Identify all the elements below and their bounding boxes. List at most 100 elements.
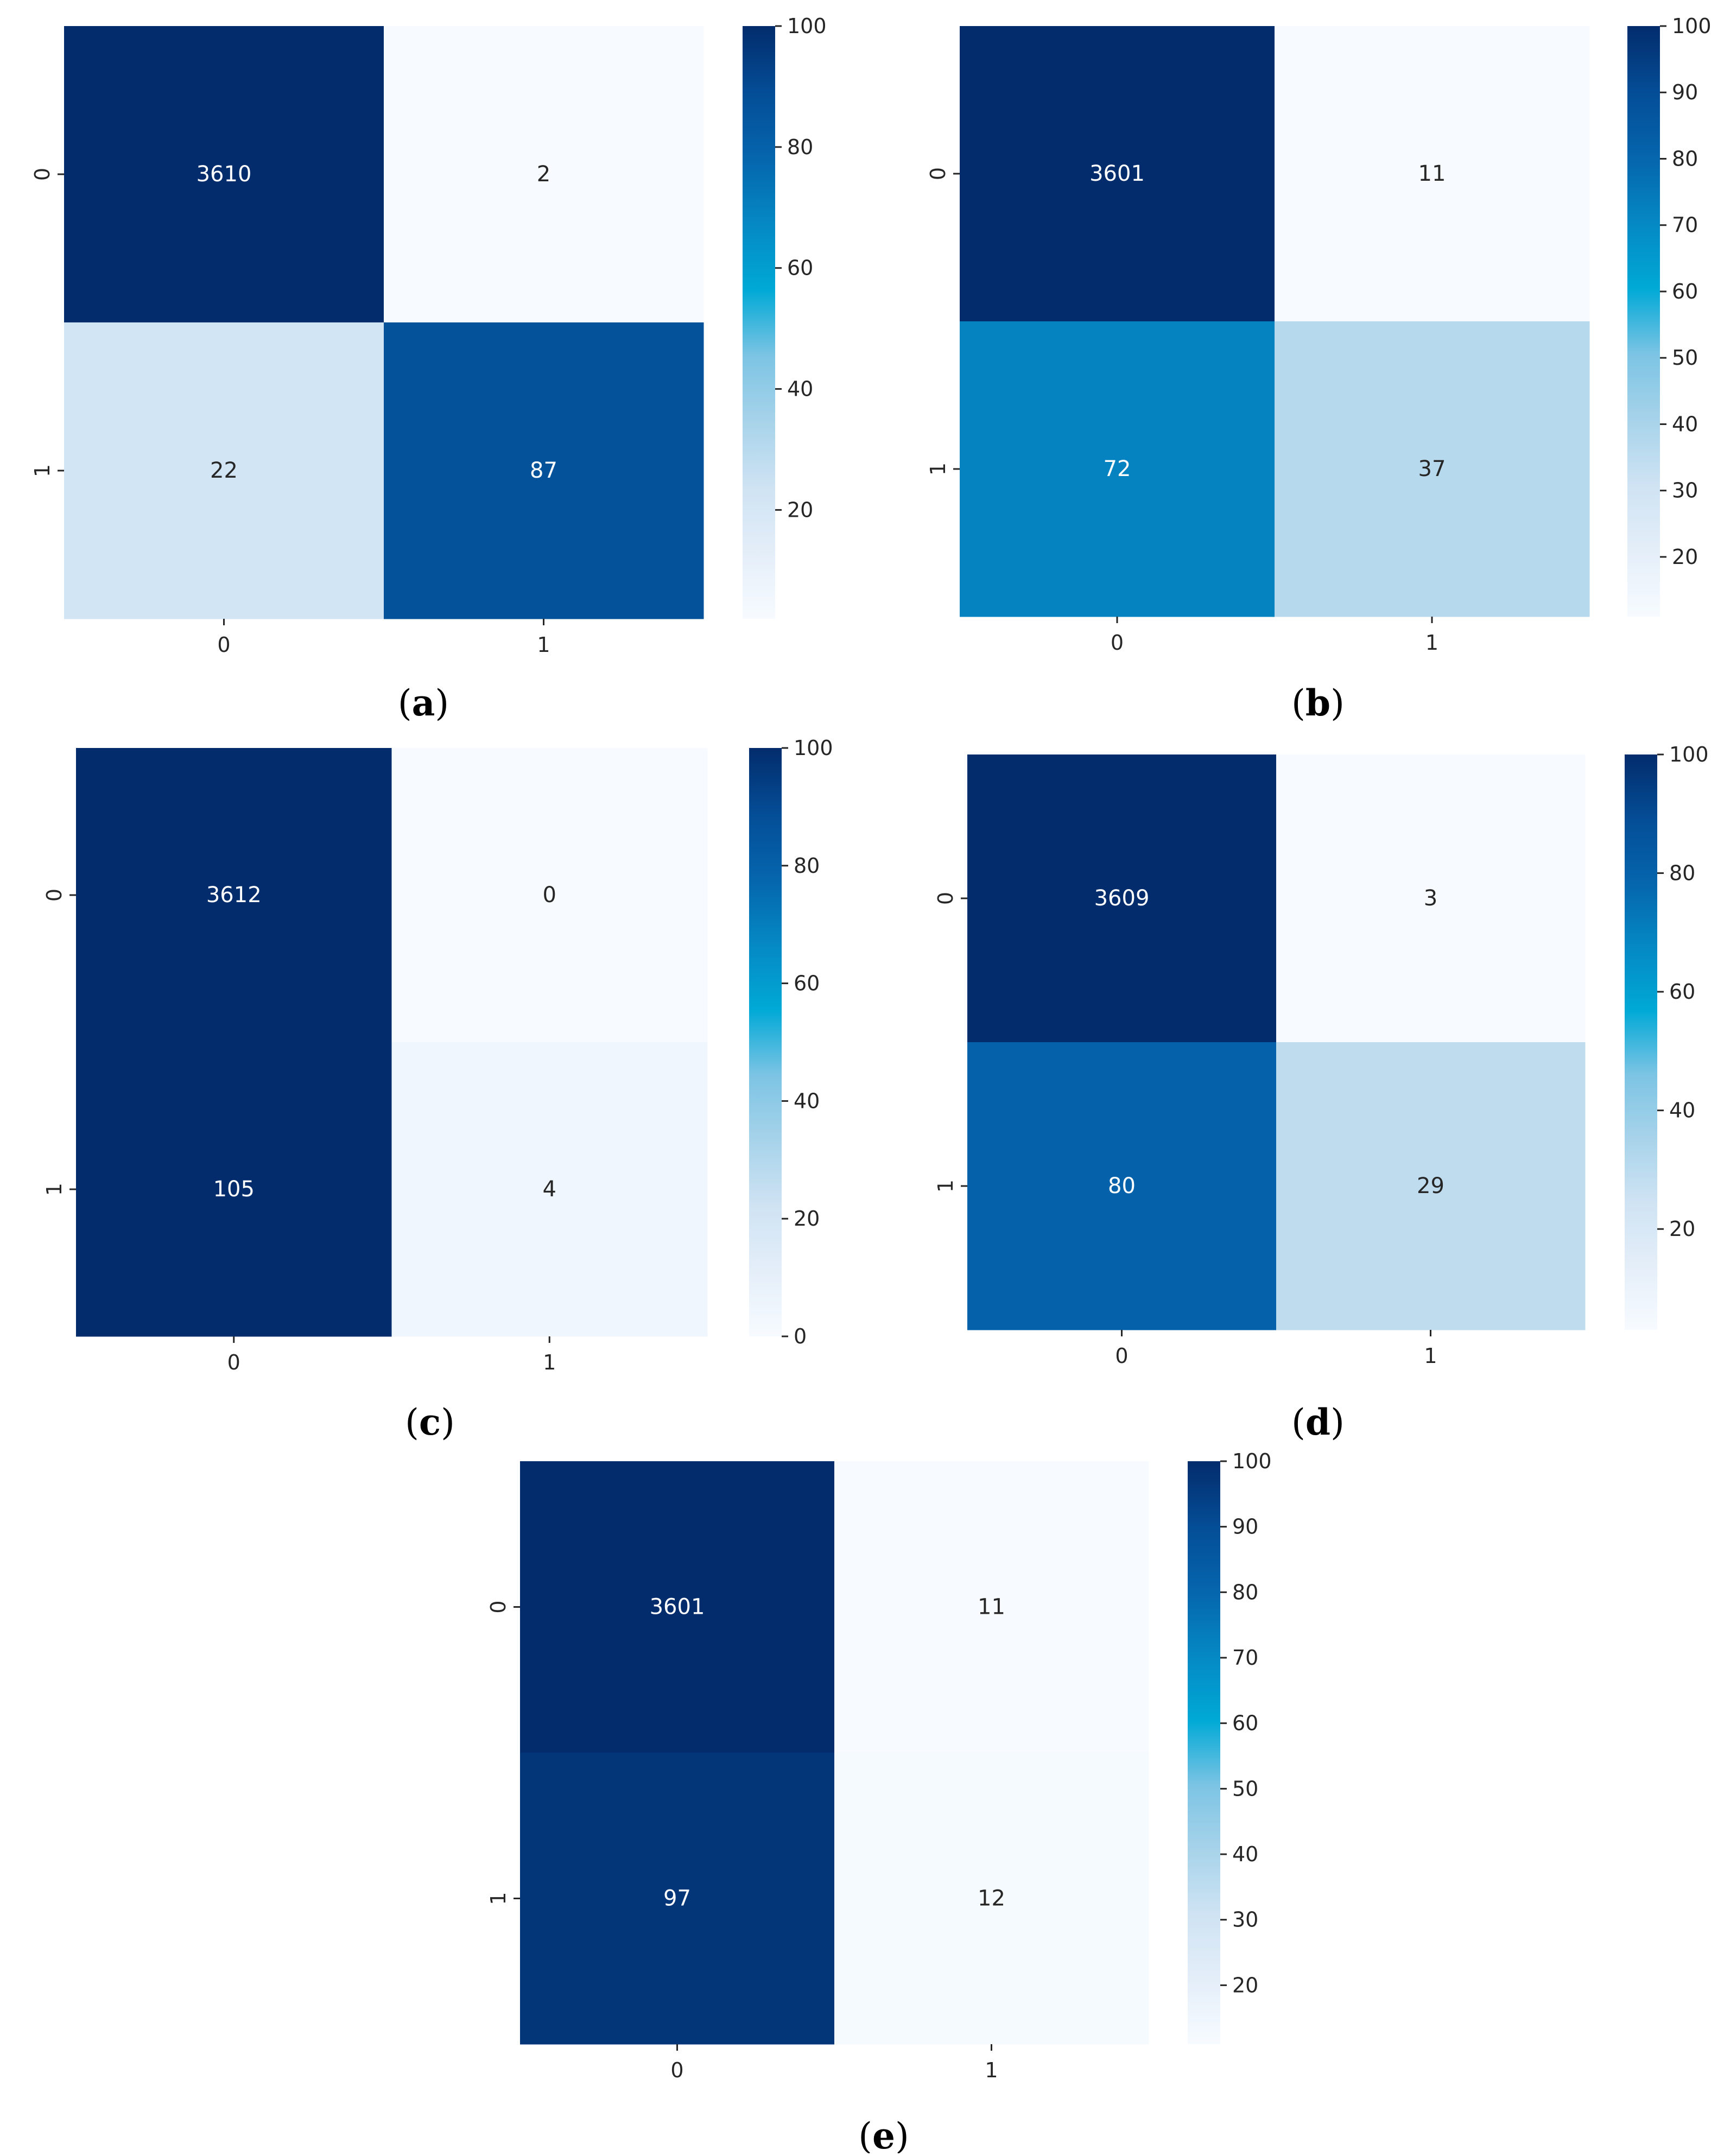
x-tick-label: 1 xyxy=(537,633,550,657)
caption-open-paren: ( xyxy=(398,682,412,724)
cell-value-label: 3609 xyxy=(1094,886,1150,911)
caption-open-paren: ( xyxy=(1291,1402,1305,1443)
colorbar-tick-label: 60 xyxy=(1672,280,1698,303)
y-tick-label: 1 xyxy=(486,1892,510,1905)
colorbar-tick-label: 80 xyxy=(794,854,820,878)
caption-open-paren: ( xyxy=(405,1402,419,1443)
heatmap-cell xyxy=(76,1042,392,1337)
colorbar-tick-label: 20 xyxy=(787,498,813,522)
cell-value-label: 11 xyxy=(978,1595,1005,1620)
heatmap-cell xyxy=(967,1042,1277,1330)
heatmap-cell xyxy=(520,1753,835,2045)
colorbar-tick-label: 90 xyxy=(1672,80,1698,104)
colorbar xyxy=(1625,754,1657,1330)
caption-close-paren: ) xyxy=(435,682,449,724)
x-tick-label: 1 xyxy=(1425,631,1438,655)
x-tick-label: 1 xyxy=(543,1350,556,1374)
heatmap-cell xyxy=(834,1461,1149,1753)
caption-letter: a xyxy=(412,682,435,724)
panel-d: 3609 3 80 29 0 1 0 1 100 80 60 40 20 (d) xyxy=(934,743,1709,1443)
y-tick-label: 0 xyxy=(934,892,958,905)
colorbar-tick-label: 100 xyxy=(794,736,833,760)
panel-b: 3601 11 72 37 0 1 0 1 100 90 80 70 60 50 40 30 20 (b) xyxy=(926,14,1712,724)
x-tick-label: 1 xyxy=(1424,1344,1437,1368)
cell-value-label: 37 xyxy=(1418,456,1446,481)
cell-value-label: 97 xyxy=(663,1886,691,1911)
cell-value-label: 3 xyxy=(1424,886,1437,911)
colorbar-tick-label: 50 xyxy=(1672,346,1698,370)
cell-value-label: 11 xyxy=(1418,161,1446,186)
cell-value-label: 105 xyxy=(213,1177,255,1202)
cell-value-label: 80 xyxy=(1108,1174,1136,1199)
colorbar-tick-label: 80 xyxy=(787,135,813,159)
x-tick-label: 0 xyxy=(1115,1344,1128,1368)
heatmap-cell xyxy=(1276,1042,1586,1330)
y-tick-label: 1 xyxy=(42,1183,66,1196)
caption-letter: b xyxy=(1305,682,1330,724)
cell-value-label: 0 xyxy=(543,883,556,908)
colorbar-tick-label: 80 xyxy=(1669,861,1695,885)
heatmap-cell xyxy=(967,754,1277,1043)
colorbar-tick-label: 20 xyxy=(1672,545,1698,569)
cell-value-label: 3610 xyxy=(197,162,252,187)
colorbar xyxy=(743,26,775,619)
caption-close-paren: ) xyxy=(1330,1402,1345,1443)
caption-close-paren: ) xyxy=(895,2115,909,2154)
caption-open-paren: ( xyxy=(858,2115,872,2154)
colorbar-tick-label: 80 xyxy=(1232,1580,1258,1604)
y-tick-label: 1 xyxy=(30,464,54,477)
heatmap-cell xyxy=(1275,26,1590,322)
cell-value-label: 29 xyxy=(1417,1174,1444,1199)
cell-value-label: 87 xyxy=(530,458,557,483)
y-tick-label: 0 xyxy=(42,889,66,902)
colorbar-tick-label: 0 xyxy=(794,1324,807,1348)
caption-close-paren: ) xyxy=(1330,682,1345,724)
colorbar-tick-label: 60 xyxy=(794,972,820,995)
caption-letter: e xyxy=(872,2115,895,2153)
heatmap-cell xyxy=(1276,754,1586,1043)
heatmap-cell xyxy=(76,748,392,1043)
colorbar-tick-label: 40 xyxy=(794,1089,820,1113)
heatmap-cell xyxy=(391,1042,708,1337)
colorbar-tick-label: 30 xyxy=(1672,479,1698,503)
colorbar-tick-label: 90 xyxy=(1232,1515,1258,1539)
panel-caption: (d) xyxy=(1291,1401,1345,1443)
panel-caption: (c) xyxy=(405,1401,455,1443)
colorbar-tick-label: 40 xyxy=(787,377,813,401)
heatmap-cell xyxy=(520,1461,835,1753)
heatmap-cell xyxy=(1275,321,1590,617)
caption-close-paren: ) xyxy=(441,1402,455,1443)
colorbar-tick-label: 100 xyxy=(1672,14,1712,38)
colorbar-tick-label: 60 xyxy=(787,256,813,280)
colorbar-tick-label: 20 xyxy=(1669,1217,1695,1241)
colorbar-tick-label: 60 xyxy=(1669,980,1695,1004)
cell-value-label: 72 xyxy=(1104,456,1131,481)
colorbar-tick-label: 50 xyxy=(1232,1777,1258,1800)
caption-letter: d xyxy=(1305,1401,1330,1443)
colorbar-tick-label: 100 xyxy=(787,14,827,38)
colorbar xyxy=(749,748,782,1336)
heatmap-cell xyxy=(834,1753,1149,2045)
heatmap-cell xyxy=(384,26,704,323)
colorbar-tick-label: 20 xyxy=(1232,1973,1258,1997)
cell-value-label: 4 xyxy=(543,1177,556,1202)
x-tick-label: 0 xyxy=(670,2058,683,2082)
x-tick-label: 0 xyxy=(227,1350,240,1374)
y-tick-label: 0 xyxy=(30,168,54,181)
caption-letter: c xyxy=(419,1401,441,1443)
cell-value-label: 3601 xyxy=(650,1595,705,1620)
x-tick-label: 0 xyxy=(217,633,230,657)
colorbar-tick-label: 70 xyxy=(1232,1646,1258,1670)
cell-value-label: 12 xyxy=(978,1886,1005,1911)
y-tick-label: 0 xyxy=(926,167,950,180)
colorbar-tick-label: 30 xyxy=(1232,1908,1258,1932)
x-tick-label: 1 xyxy=(985,2058,998,2082)
cell-value-label: 2 xyxy=(537,162,550,187)
colorbar-tick-label: 70 xyxy=(1672,213,1698,237)
cell-value-label: 22 xyxy=(210,458,238,483)
colorbar-tick-label: 100 xyxy=(1669,743,1709,766)
colorbar-tick-label: 40 xyxy=(1669,1099,1695,1123)
heatmap-cell xyxy=(384,322,704,619)
